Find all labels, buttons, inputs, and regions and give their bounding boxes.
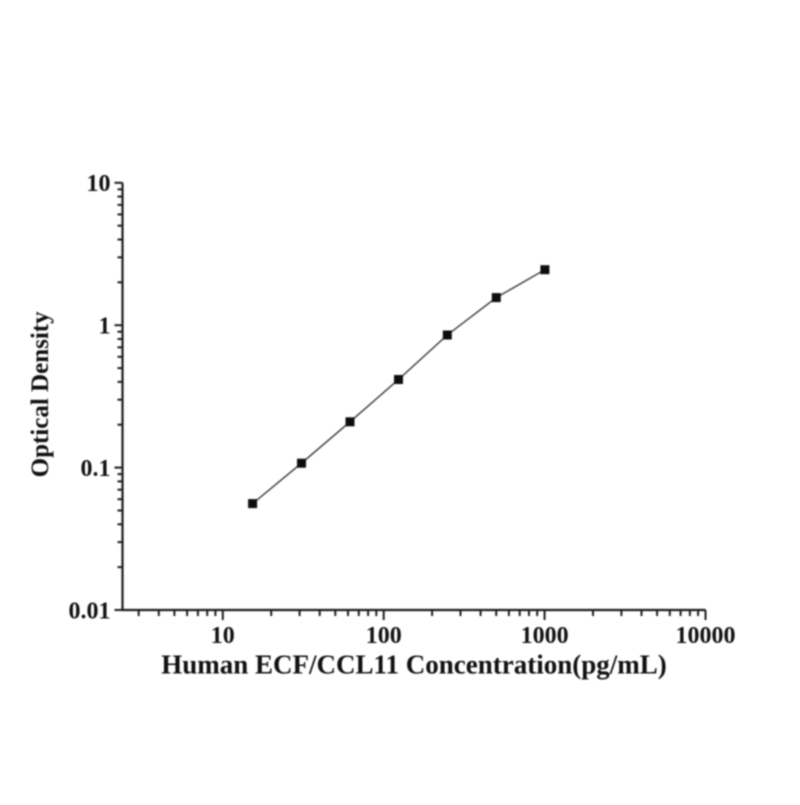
svg-text:10: 10 <box>87 171 111 197</box>
svg-text:10: 10 <box>211 623 235 649</box>
svg-text:100: 100 <box>366 623 402 649</box>
svg-text:0.01: 0.01 <box>69 598 111 624</box>
svg-text:1: 1 <box>99 314 111 340</box>
svg-text:Human ECF/CCL11 Concentration(: Human ECF/CCL11 Concentration(pg/mL) <box>161 650 667 680</box>
svg-text:0.1: 0.1 <box>81 456 111 482</box>
svg-text:1000: 1000 <box>521 623 569 649</box>
svg-text:10000: 10000 <box>676 623 736 649</box>
svg-text:Optical Density: Optical Density <box>27 311 54 477</box>
